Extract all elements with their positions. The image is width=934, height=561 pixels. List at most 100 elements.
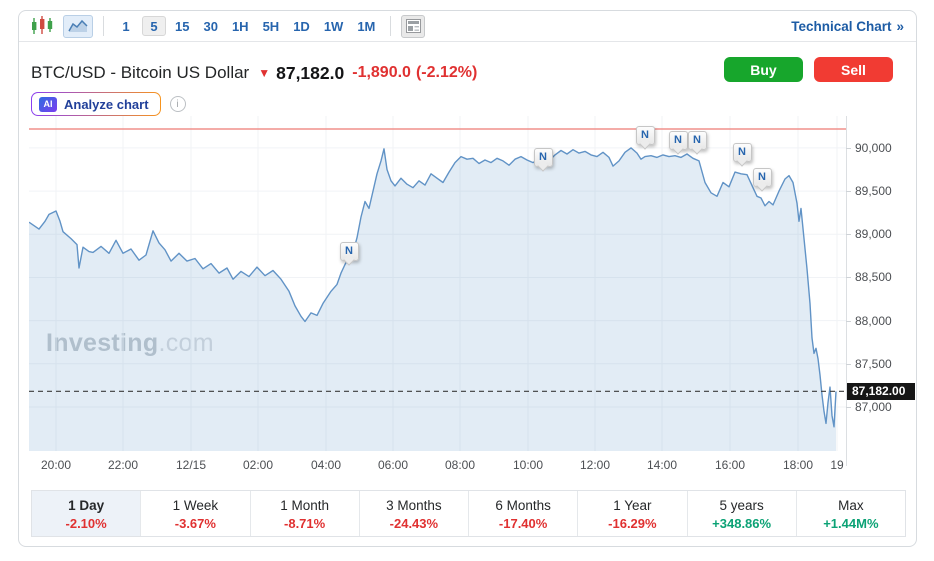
quote-card: 1 5 15 30 1H 5H 1D 1W 1M Technical Chart » BTC/U…	[18, 10, 917, 547]
timeframe-5-button[interactable]: 5	[142, 16, 166, 36]
timeframe-1w-button[interactable]: 1W	[319, 16, 349, 36]
period-3-months[interactable]: 3 Months -24.43%	[358, 491, 468, 536]
x-axis-tick-label: 19	[830, 458, 844, 472]
ai-badge-icon: AI	[39, 96, 57, 112]
analyze-chart-button[interactable]: AI Analyze chart	[31, 92, 161, 116]
candlestick-chart-button[interactable]	[29, 15, 55, 38]
period-change-value: -3.67%	[174, 516, 216, 531]
period-change-value: +1.44M%	[823, 516, 879, 531]
x-axis-tick-label: 12:00	[579, 458, 611, 472]
watermark-brand: Investing	[46, 329, 158, 357]
timeframe-1h-button[interactable]: 1H	[227, 16, 254, 36]
timeframe-30-button[interactable]: 30	[198, 16, 222, 36]
toolbar-divider	[390, 16, 392, 36]
timeframe-1d-button[interactable]: 1D	[288, 16, 315, 36]
watermark-suffix: .com	[158, 329, 213, 357]
y-axis-line	[846, 116, 847, 466]
timeframe-1m-button[interactable]: 1M	[352, 16, 380, 36]
period-label: 1 Week	[172, 498, 219, 513]
news-marker[interactable]: N	[533, 147, 553, 167]
toolbar-divider	[103, 16, 104, 36]
news-marker[interactable]: N	[339, 241, 359, 261]
y-axis-tick-label: 89,000	[855, 227, 892, 242]
period-max[interactable]: Max +1.44M%	[795, 491, 905, 536]
y-axis-tick-label: 89,500	[855, 184, 892, 199]
timeframe-5h-button[interactable]: 5H	[258, 16, 285, 36]
period-change-value: -16.29%	[608, 516, 657, 531]
info-icon[interactable]: i	[169, 96, 186, 112]
y-axis-tick	[846, 191, 851, 193]
x-axis-tick-label: 16:00	[714, 458, 746, 472]
y-axis-tick-label: 87,500	[855, 356, 892, 371]
period-change-value: +348.86%	[712, 516, 772, 531]
buy-button[interactable]: Buy	[724, 57, 803, 82]
x-axis-tick-label: 02:00	[242, 458, 274, 472]
candlestick-chart-icon	[32, 16, 53, 34]
period-change-value: -8.71%	[284, 516, 326, 531]
area-chart-icon	[68, 19, 88, 32]
price-down-arrow-icon: ▼	[258, 66, 271, 80]
analyze-chart-label: Analyze chart	[64, 96, 149, 112]
period-1-day[interactable]: 1 Day -2.10%	[32, 491, 141, 536]
period-label: 6 Months	[495, 498, 551, 513]
instrument-header: BTC/USD - Bitcoin US Dollar ▼ 87,182.0 -…	[31, 57, 904, 87]
x-axis-tick-label: 20:00	[40, 458, 72, 472]
sell-button[interactable]: Sell	[814, 57, 893, 82]
news-icon	[405, 19, 421, 33]
x-axis-tick-label: 08:00	[444, 458, 476, 472]
period-5-years[interactable]: 5 years +348.86%	[686, 491, 796, 536]
period-change-value: -2.10%	[65, 516, 107, 531]
y-axis-tick	[846, 320, 851, 322]
period-label: 3 Months	[386, 498, 442, 513]
price-change: -1,890.0	[352, 64, 411, 81]
x-axis-tick-label: 12/15	[175, 458, 207, 472]
last-price: 87,182.0	[276, 62, 345, 83]
ai-analyze-row: AI Analyze chart i	[31, 92, 186, 116]
period-label: 1 Year	[613, 498, 652, 513]
news-marker[interactable]: N	[732, 142, 752, 162]
instrument-title: BTC/USD - Bitcoin US Dollar	[31, 63, 250, 82]
y-axis-tick	[846, 234, 851, 236]
period-1-year[interactable]: 1 Year -16.29%	[577, 491, 686, 536]
x-axis-tick-label: 06:00	[377, 458, 409, 472]
chart-toolbar: 1 5 15 30 1H 5H 1D 1W 1M Technical Chart »	[19, 11, 916, 42]
investing-watermark: Investing.com	[46, 329, 214, 358]
period-label: Max	[838, 498, 864, 513]
period-label: 5 years	[719, 498, 764, 513]
x-axis-tick-label: 04:00	[310, 458, 342, 472]
period-1-week[interactable]: 1 Week -3.67%	[140, 491, 249, 536]
y-axis-tick-label: 88,000	[855, 313, 892, 328]
news-toggle-button[interactable]	[401, 14, 426, 38]
technical-chart-label: Technical Chart	[791, 18, 892, 34]
technical-chart-link[interactable]: Technical Chart »	[791, 19, 904, 34]
y-axis-tick-label: 87,000	[855, 399, 892, 414]
period-change-value: -17.40%	[498, 516, 548, 531]
news-marker[interactable]: N	[752, 167, 772, 187]
y-axis-tick-label: 88,500	[855, 270, 892, 285]
x-axis-tick-label: 10:00	[512, 458, 544, 472]
x-axis-tick-label: 14:00	[646, 458, 678, 472]
y-axis-tick	[846, 147, 851, 149]
period-label: 1 Day	[68, 498, 105, 513]
price-change-percent: (-2.12%)	[415, 64, 478, 81]
performance-strip: 1 Day -2.10% 1 Week -3.67% 1 Month -8.71% 3 Mo…	[31, 490, 906, 537]
timeframe-1-button[interactable]: 1	[114, 16, 138, 36]
y-axis-tick-label: 90,000	[855, 140, 892, 155]
y-axis-tick	[846, 406, 851, 408]
period-change-value: -24.43%	[389, 516, 439, 531]
area-chart-button[interactable]	[63, 14, 93, 38]
x-axis-tick-label: 22:00	[107, 458, 139, 472]
current-price-tag: 87,182.00	[847, 382, 915, 400]
period-1-month[interactable]: 1 Month -8.71%	[249, 491, 359, 536]
news-marker[interactable]: N	[687, 130, 707, 150]
timeframe-15-button[interactable]: 15	[170, 16, 194, 36]
y-axis-tick	[846, 363, 851, 365]
area-chart-svg	[29, 116, 846, 451]
news-marker[interactable]: N	[668, 130, 688, 150]
y-axis-tick	[846, 277, 851, 279]
period-6-months[interactable]: 6 Months -17.40%	[468, 491, 577, 536]
news-marker[interactable]: N	[635, 125, 655, 145]
x-axis-tick-label: 18:00	[782, 458, 814, 472]
